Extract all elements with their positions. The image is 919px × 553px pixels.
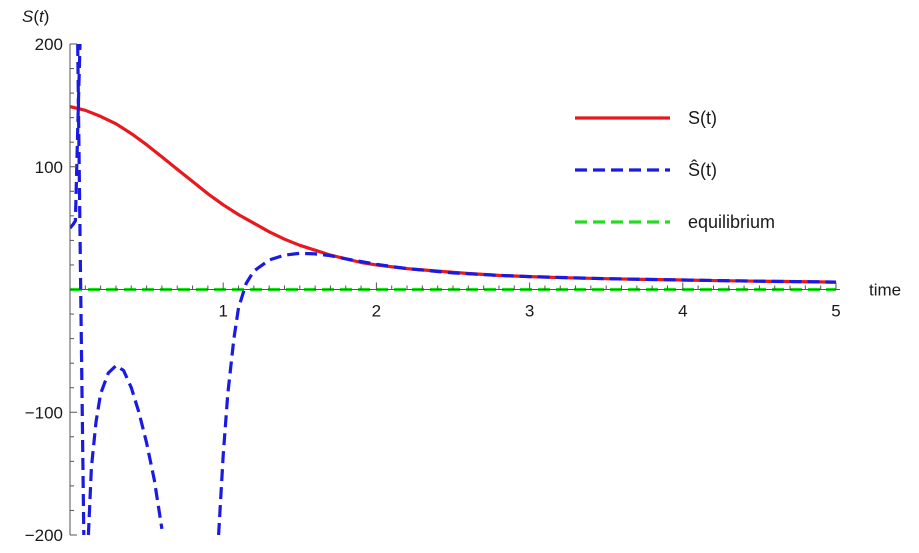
- y-ticks: −200 −100 100 200: [25, 35, 77, 545]
- y-tick-label: −200: [25, 526, 63, 545]
- legend-label-1: Ŝ(t): [688, 159, 717, 180]
- x-tick-label: 1: [218, 302, 227, 321]
- x-tick-label: 5: [831, 302, 840, 321]
- axes-layer: 1 2 3 4 5 −200 −100 100 200: [25, 35, 841, 545]
- series-line-1-segment-2: [86, 364, 164, 536]
- x-tick-label: 4: [678, 302, 687, 321]
- series-line-1-segment-3: [217, 251, 837, 536]
- x-tick-label: 2: [372, 302, 381, 321]
- legend-label-0: S(t): [688, 108, 717, 128]
- series-line-0-segment-0: [70, 105, 837, 284]
- x-tick-label: 3: [525, 302, 534, 321]
- y-axis-title: S(t): [22, 7, 49, 26]
- y-tick-label: 100: [35, 158, 63, 177]
- legend: S(t) Ŝ(t) equilibrium: [575, 108, 775, 232]
- y-tick-label: 200: [35, 35, 63, 54]
- legend-label-2: equilibrium: [688, 212, 775, 232]
- y-tick-label: −100: [25, 403, 63, 422]
- x-axis-title: time: [869, 281, 901, 300]
- x-ticks: 1 2 3 4 5: [84, 282, 841, 321]
